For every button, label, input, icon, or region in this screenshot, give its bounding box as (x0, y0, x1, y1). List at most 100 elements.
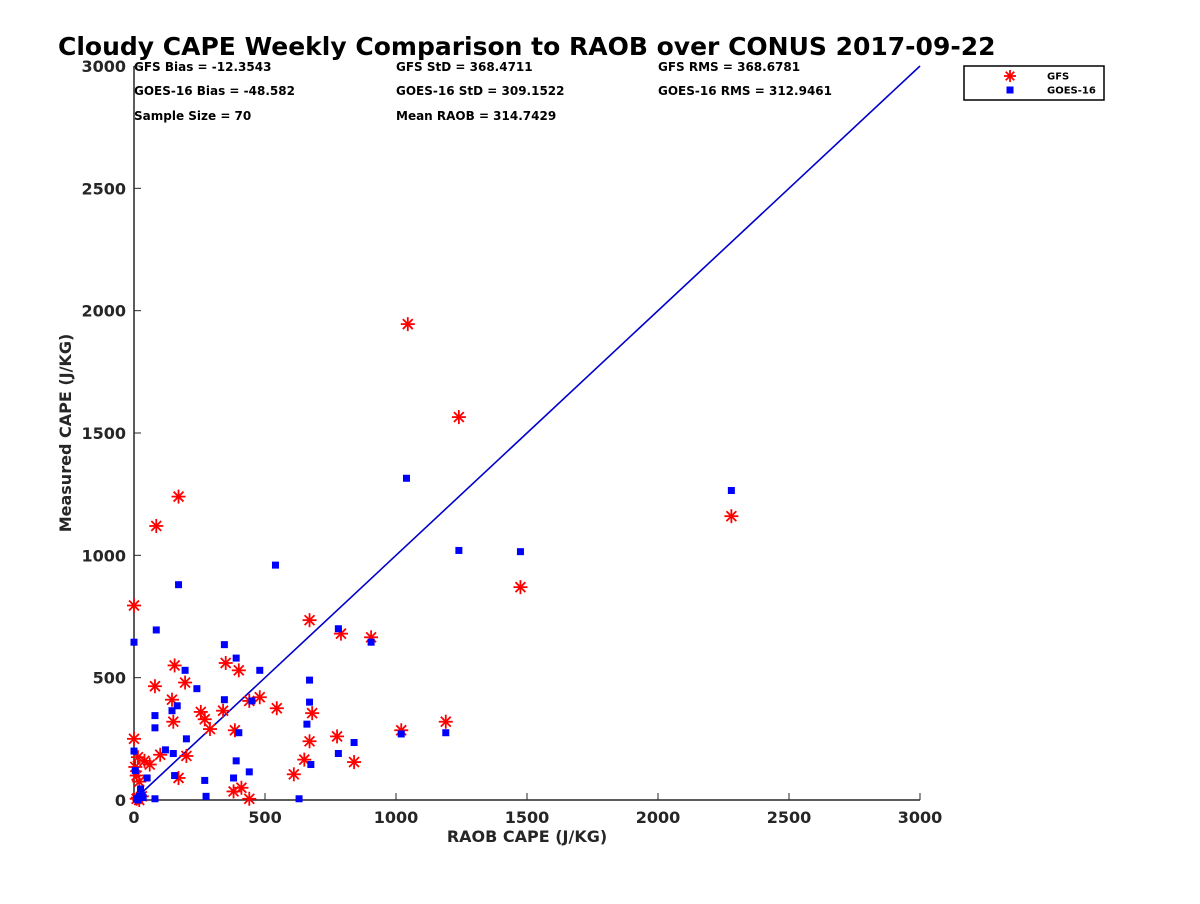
one-to-one-line (133, 65, 921, 801)
gfs-point (231, 663, 246, 678)
gfs-point (330, 729, 345, 744)
gfs-point (252, 690, 267, 705)
goes16-point (130, 638, 138, 646)
x-tick-label: 2500 (767, 808, 812, 827)
gfs-point (242, 791, 257, 806)
gfs-point (302, 613, 317, 628)
goes16-point (350, 739, 358, 747)
goes16-point (220, 641, 228, 649)
gfs-point (202, 722, 217, 737)
goes16-point (235, 729, 243, 737)
goes16-point (248, 697, 256, 705)
chart-title: Cloudy CAPE Weekly Comparison to RAOB ov… (58, 32, 996, 61)
x-tick-label: 0 (128, 808, 139, 827)
gfs-point (149, 518, 164, 533)
y-tick-label: 3000 (81, 57, 126, 76)
stat-text: GOES-16 RMS = 312.9461 (658, 84, 832, 98)
goes16-point (303, 720, 311, 728)
goes16-point (306, 698, 314, 706)
goes16-point (397, 730, 405, 738)
goes16-point (271, 561, 279, 569)
x-tick-label: 2000 (636, 808, 681, 827)
gfs-point (400, 317, 415, 332)
legend: GFS GOES-16 (963, 65, 1105, 101)
y-tick-label: 1500 (81, 424, 126, 443)
goes16-point (307, 761, 315, 769)
goes16-point (137, 785, 145, 793)
goes16-point (193, 685, 201, 693)
goes16-point (245, 768, 253, 776)
gfs-point (286, 767, 301, 782)
x-tick-label: 1500 (505, 808, 550, 827)
goes16-point (151, 724, 159, 732)
goes16-point (202, 792, 210, 800)
x-axis-label: RAOB CAPE (J/KG) (447, 827, 607, 846)
gfs-point (193, 704, 208, 719)
y-tick-label: 0 (115, 791, 126, 810)
goes16-point (442, 729, 450, 737)
goes16-point (220, 696, 228, 704)
goes16-point (134, 796, 142, 804)
gfs-point (513, 580, 528, 595)
gfs-point (167, 658, 182, 673)
goes16-point (175, 581, 183, 589)
y-tick-label: 1000 (81, 546, 126, 565)
goes16-point (334, 750, 342, 758)
legend-label: GFS (1047, 72, 1069, 83)
gfs-point (302, 734, 317, 749)
gfs-point (269, 701, 284, 716)
legend-label: GOES-16 (1047, 86, 1096, 97)
gfs-point (218, 655, 233, 670)
goes16-point (256, 666, 264, 674)
stat-text: GOES-16 Bias = -48.582 (134, 84, 295, 98)
legend-marker-goes16 (1006, 86, 1014, 94)
data-points (127, 317, 739, 807)
goes16-point (334, 625, 342, 633)
gfs-point (216, 703, 231, 718)
gfs-point (305, 706, 320, 721)
goes16-point (306, 676, 314, 684)
gfs-point (153, 747, 168, 762)
y-tick-label: 500 (93, 669, 126, 688)
stat-text: GFS RMS = 368.6781 (658, 60, 800, 74)
gfs-point (166, 714, 181, 729)
gfs-point (147, 679, 162, 694)
gfs-point (347, 755, 362, 770)
goes16-point (727, 486, 735, 494)
gfs-point (178, 675, 193, 690)
goes16-point (168, 707, 176, 715)
goes16-point (131, 767, 139, 775)
gfs-point (171, 489, 186, 504)
goes16-point (130, 747, 138, 755)
goes16-point (151, 795, 159, 803)
gfs-point (234, 780, 249, 795)
goes16-point (143, 774, 151, 782)
gfs-point (127, 731, 141, 746)
goes16-point (232, 757, 240, 765)
stats-block: GFS Bias = -12.3543 GFS StD = 368.4711 GFS… (134, 60, 832, 123)
goes16-point (173, 702, 181, 710)
goes16-point (171, 772, 179, 780)
y-tick-label: 2000 (81, 302, 126, 321)
legend-marker-gfs (1004, 70, 1016, 82)
goes16-point (181, 666, 189, 674)
stat-text: Sample Size = 70 (134, 109, 251, 123)
goes16-point (139, 794, 147, 802)
x-tick-label: 500 (248, 808, 281, 827)
axis-ticks: 0 500 1000 1500 2000 2500 3000 0 500 1000 1500 2000… (81, 57, 942, 827)
stat-text: GOES-16 StD = 309.1522 (396, 84, 565, 98)
goes16-point (402, 474, 410, 482)
y-axis-label: Measured CAPE (J/KG) (56, 334, 75, 533)
gfs-point (438, 714, 453, 729)
gfs-point (142, 757, 157, 772)
goes16-point (161, 746, 169, 754)
goes16-point (201, 776, 209, 784)
stat-text: GFS StD = 368.4711 (396, 60, 533, 74)
gfs-point (127, 598, 141, 613)
x-tick-label: 1000 (374, 808, 419, 827)
goes16-point (182, 735, 190, 743)
goes16-point (230, 774, 238, 782)
gfs-point (724, 509, 739, 524)
gfs-point (179, 748, 194, 763)
y-tick-label: 2500 (81, 179, 126, 198)
